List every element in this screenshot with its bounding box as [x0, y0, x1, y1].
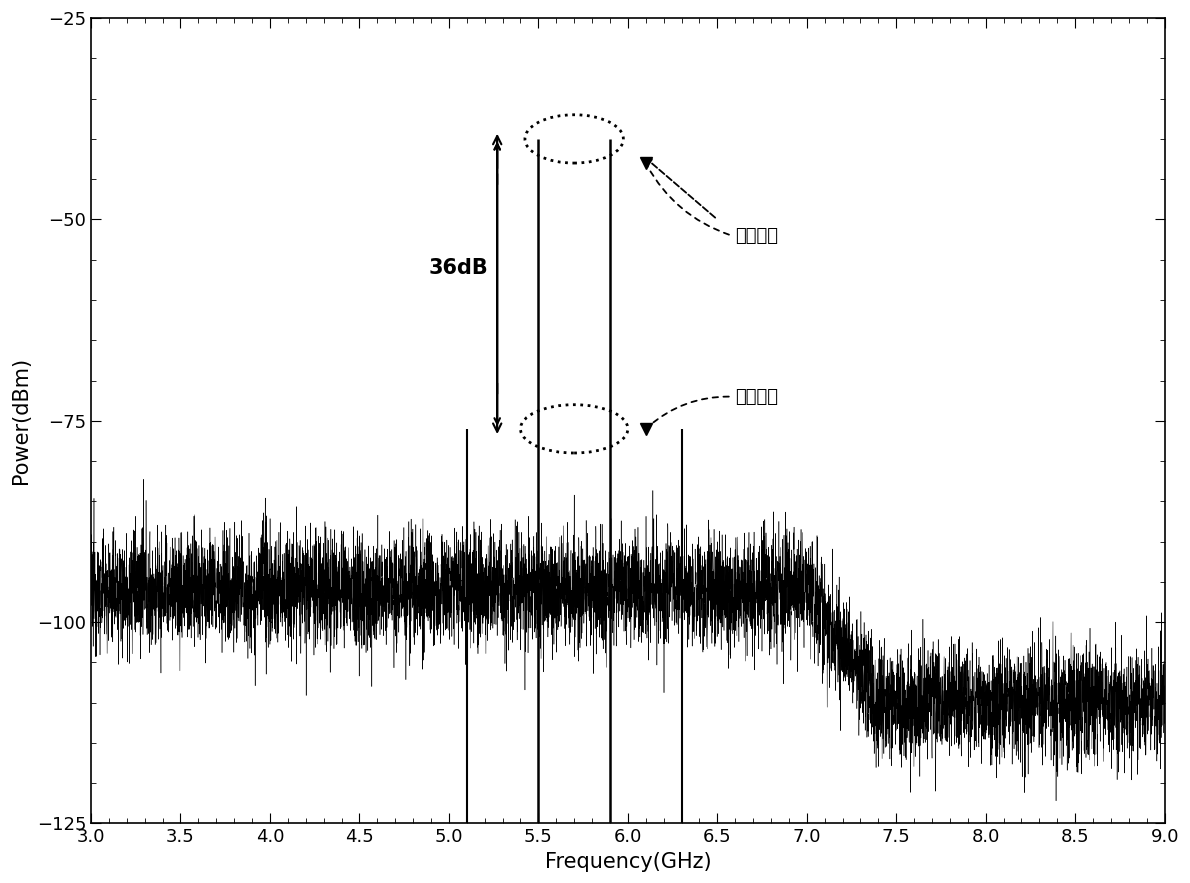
- Text: 双音信号: 双音信号: [735, 227, 778, 245]
- X-axis label: Frequency(GHz): Frequency(GHz): [545, 852, 712, 872]
- Y-axis label: Power(dBm): Power(dBm): [11, 358, 31, 485]
- Text: 36dB: 36dB: [428, 258, 488, 278]
- Text: 三阶交调: 三阶交调: [735, 388, 778, 405]
